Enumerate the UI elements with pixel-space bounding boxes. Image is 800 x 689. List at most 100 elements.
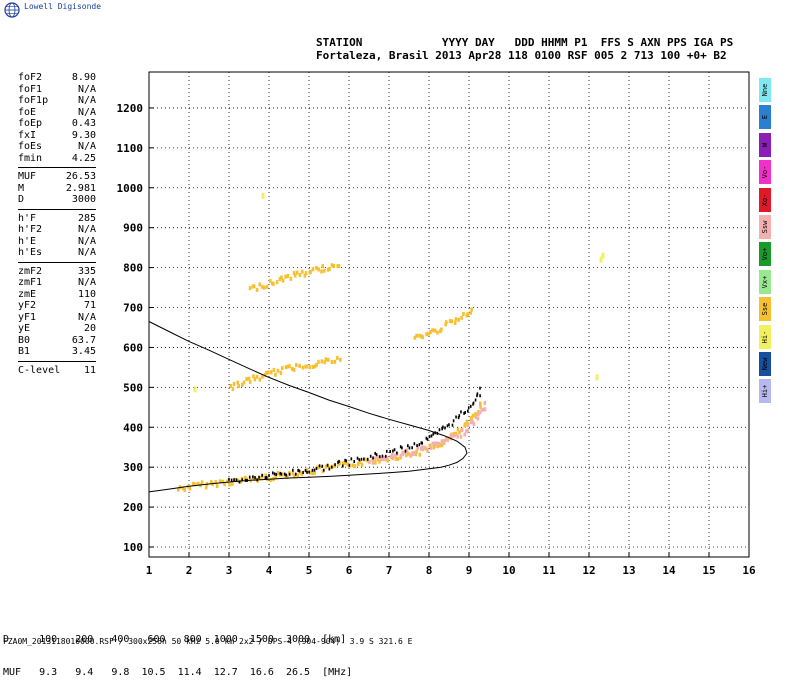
echo-point <box>265 476 268 480</box>
param-value: 335 <box>77 265 96 277</box>
echo-point <box>326 463 329 467</box>
echo-point <box>313 364 317 369</box>
echo-point <box>435 441 439 446</box>
echo-point <box>372 456 374 460</box>
legend-item: Sse <box>759 297 771 322</box>
header-line-1: STATION YYYY DAY DDD HHMM P1 FFS S AXN P… <box>316 36 734 49</box>
param-row: zmE 110 <box>18 289 96 301</box>
echo-point <box>458 414 461 418</box>
echo-point <box>351 463 355 468</box>
echo-point <box>360 462 364 467</box>
echo-point <box>305 364 309 369</box>
echo-point <box>289 276 293 281</box>
echo-trace <box>413 307 474 340</box>
echo-point <box>371 457 374 462</box>
echo-point <box>193 482 197 487</box>
param-value: 285 <box>77 212 96 224</box>
echo-point <box>320 359 324 364</box>
echo-point <box>465 419 469 424</box>
echo-point <box>326 267 330 272</box>
echo-point <box>191 481 195 486</box>
echo-point <box>379 455 381 459</box>
echo-point <box>444 322 447 327</box>
echo-point <box>428 435 431 439</box>
echo-point <box>285 473 288 477</box>
param-row: MUF 26.53 <box>18 171 96 183</box>
x-tick-label: 10 <box>502 564 515 577</box>
echo-point <box>288 364 291 369</box>
param-row: h'Es N/A <box>18 247 96 259</box>
echo-point <box>264 473 268 478</box>
echo-point <box>263 372 267 377</box>
echo-point <box>438 428 441 432</box>
echo-point <box>293 474 296 479</box>
echo-point <box>401 451 405 456</box>
echo-point <box>286 364 290 369</box>
echo-point <box>341 461 345 466</box>
echo-point <box>418 452 422 457</box>
param-value: N/A <box>77 141 96 152</box>
x-tick-label: 14 <box>662 564 676 577</box>
param-row: foE N/A <box>18 107 96 119</box>
echo-point <box>477 411 480 416</box>
echo-point <box>416 445 419 450</box>
param-row: h'F2 N/A <box>18 224 96 236</box>
echo-point <box>304 271 308 276</box>
x-tick-label: 13 <box>622 564 635 577</box>
legend-item: Ssw <box>759 214 771 239</box>
legend-item: Xo- <box>759 187 771 212</box>
echo-point <box>478 401 482 406</box>
echo-point <box>286 475 289 480</box>
param-value: N/A <box>77 235 96 247</box>
param-name: h'E <box>18 235 37 247</box>
y-tick-label: 1000 <box>117 182 144 195</box>
echo-point <box>306 470 308 474</box>
echo-point <box>454 317 458 322</box>
param-row: foF2 8.90 <box>18 72 96 84</box>
echo-point <box>254 476 256 480</box>
echo-point <box>371 460 375 465</box>
echo-point <box>413 335 417 340</box>
echo-point <box>295 363 298 368</box>
echo-trace <box>229 355 342 392</box>
echo-point <box>288 472 291 476</box>
echo-point <box>469 420 473 425</box>
legend-item: New <box>759 351 771 376</box>
echo-point <box>404 453 408 458</box>
x-tick-label: 6 <box>346 564 353 577</box>
echo-point <box>279 371 283 376</box>
echo-point <box>315 466 318 470</box>
echo-point <box>408 452 412 457</box>
param-value: N/A <box>77 247 96 258</box>
profile-curve <box>148 321 468 493</box>
echo-point <box>483 407 487 412</box>
echo-point <box>237 384 240 389</box>
echo-point <box>474 412 478 417</box>
echo-point <box>181 486 185 491</box>
echo-point <box>261 192 265 199</box>
y-tick-label: 1200 <box>117 102 144 115</box>
echo-point <box>453 321 457 326</box>
echo-point <box>233 477 237 482</box>
echo-point <box>338 459 340 463</box>
scaled-parameters-panel: foF2 8.90 foF1 N/A foF1p N/A foE N/A foEp 0.43 fxI… <box>18 72 96 376</box>
echo-point <box>315 362 318 367</box>
echo-point <box>269 278 272 283</box>
echo-point <box>480 407 484 412</box>
echo-point <box>369 454 372 458</box>
x-tick-label: 16 <box>742 564 756 577</box>
param-value: N/A <box>77 83 96 95</box>
echo-point <box>236 478 240 483</box>
x-tick-label: 5 <box>306 564 313 577</box>
echo-point <box>320 269 323 274</box>
x-tick-label: 3 <box>226 564 233 577</box>
param-row: D 3000 <box>18 194 96 206</box>
echo-point <box>252 374 255 379</box>
echo-point <box>204 485 208 490</box>
x-tick-label: 11 <box>542 564 556 577</box>
echo-point <box>321 264 325 269</box>
echo-point <box>425 436 428 440</box>
echo-point <box>291 471 295 476</box>
echo-point <box>454 431 458 436</box>
x-tick-label: 15 <box>702 564 715 577</box>
